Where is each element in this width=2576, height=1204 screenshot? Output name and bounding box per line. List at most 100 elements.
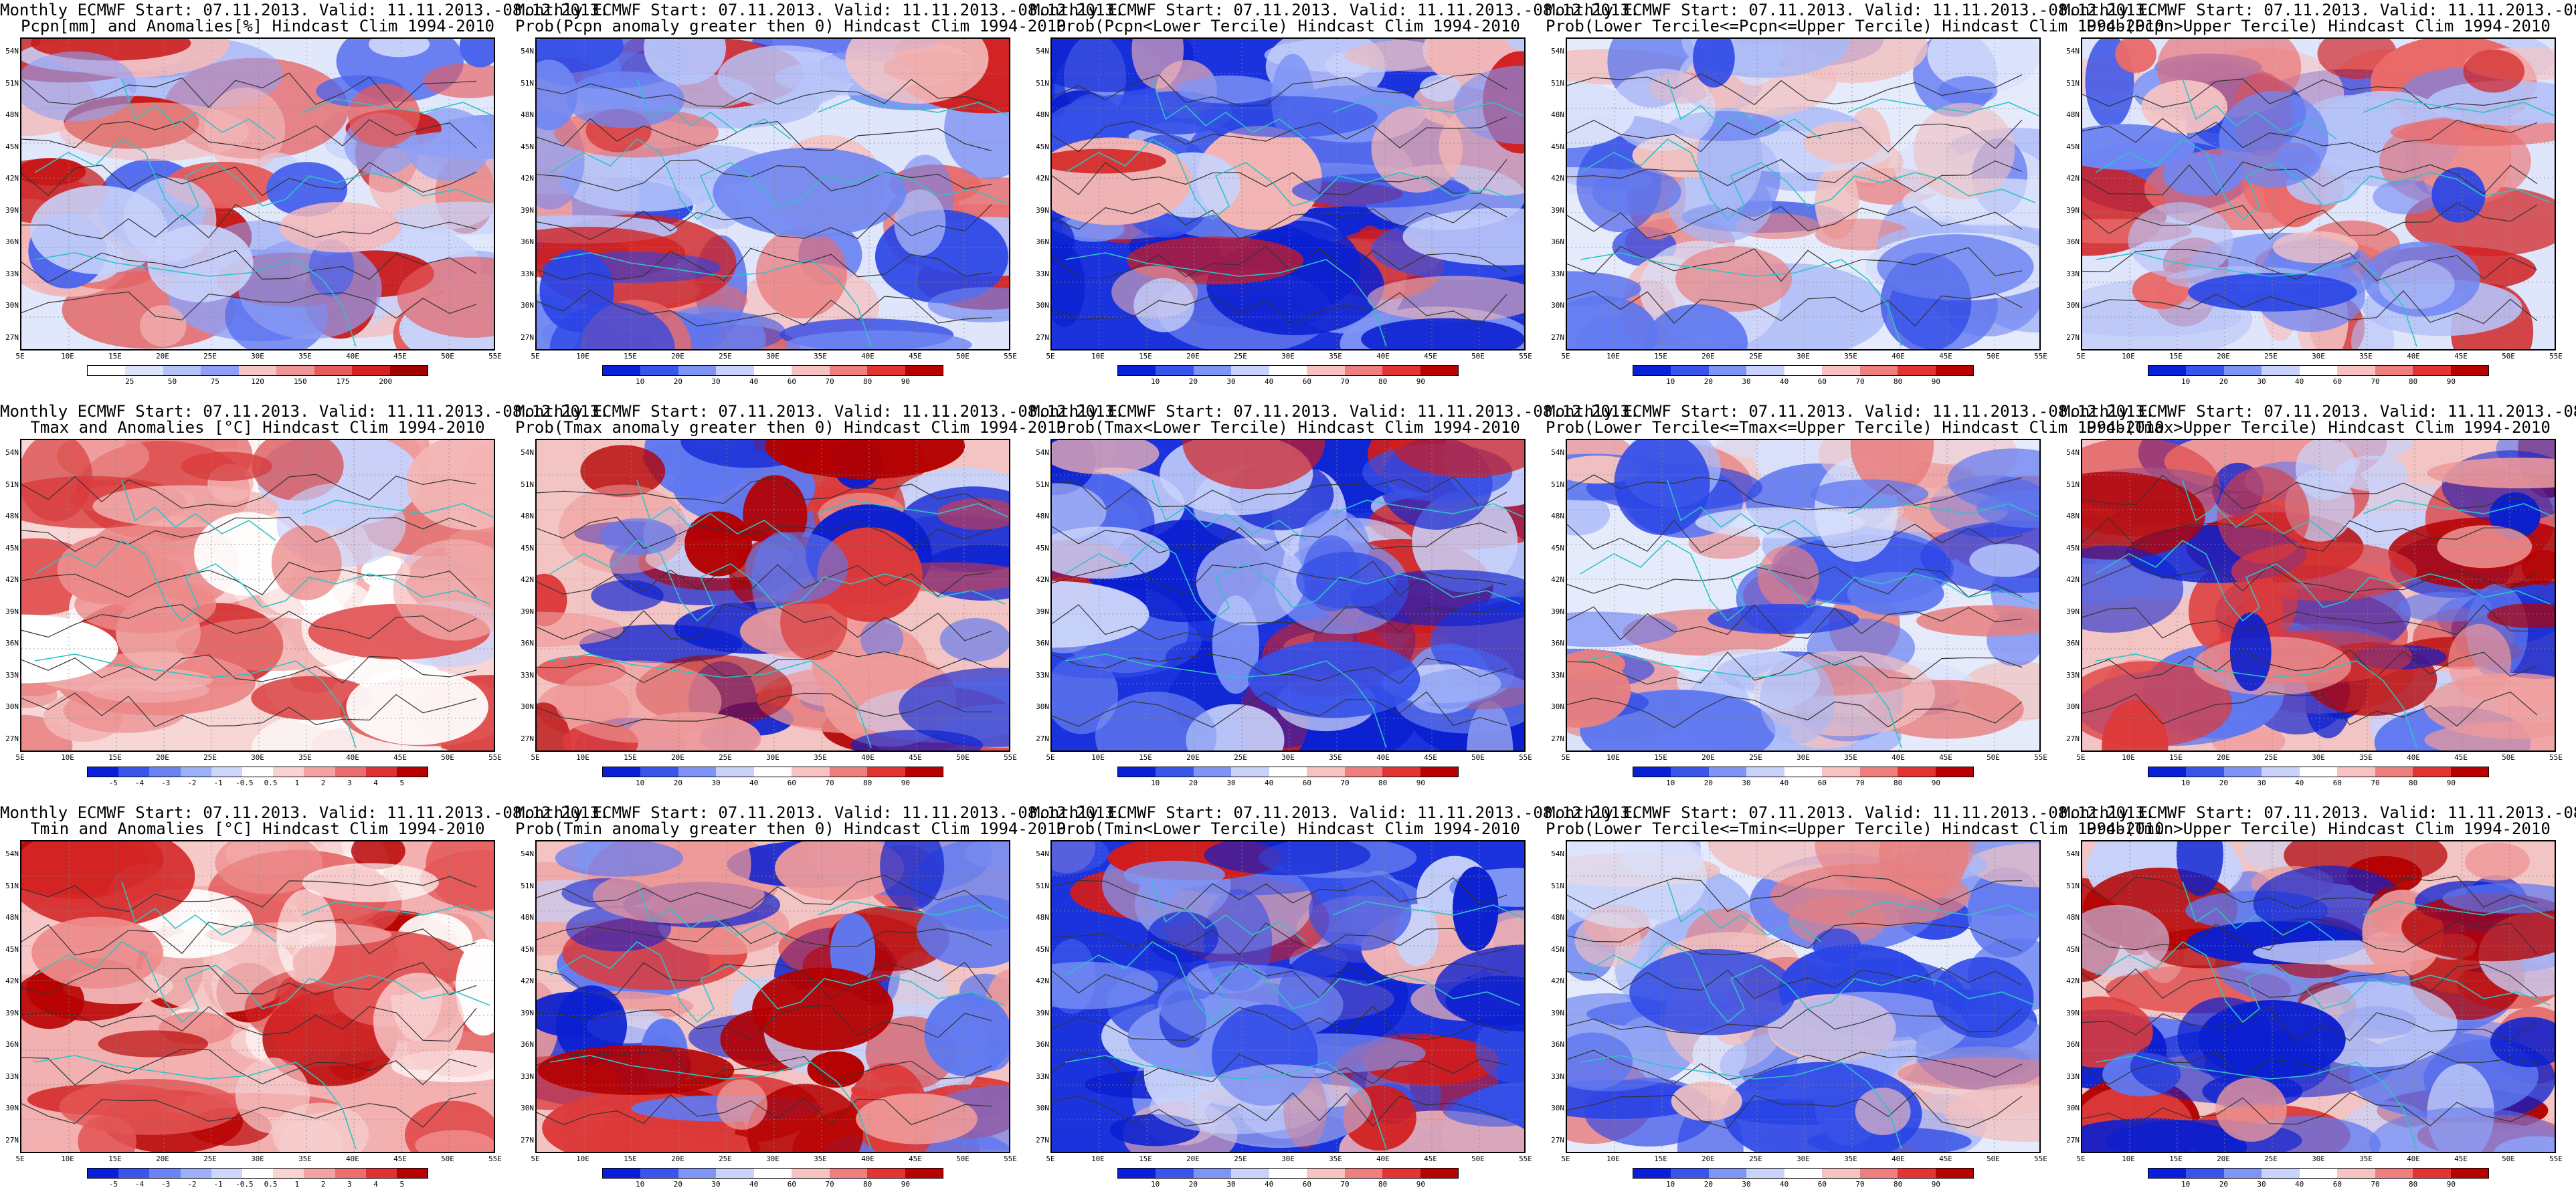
field-blob (755, 228, 847, 319)
lon-tick-label: 35E (1844, 1155, 1857, 1163)
field-blob (2448, 623, 2512, 700)
contour-line (1052, 1092, 1507, 1127)
panel-title-line1: Monthly ECMWF Start: 07.11.2013. Valid: … (0, 1, 610, 19)
field-blob (1394, 668, 1524, 734)
field-blob (644, 39, 727, 85)
contour-line (537, 564, 992, 597)
colorbar-segment (276, 366, 314, 375)
colorbar-tick-label: 20 (673, 1180, 682, 1189)
contour-line (1052, 962, 1507, 999)
contour-line (1567, 73, 2023, 106)
colorbar-segment (2413, 1169, 2451, 1178)
forecast-map (20, 439, 495, 752)
colorbar-tick-label: 30 (711, 377, 721, 386)
colorbar-segment (365, 767, 397, 777)
colorbar-tick-label: 40 (1265, 779, 1274, 787)
colorbar-tick-label: 70 (825, 1180, 834, 1189)
colorbar-tick-label: 80 (1894, 1180, 1903, 1189)
forecast-map (20, 37, 495, 350)
lat-tick-label: 27N (521, 333, 534, 342)
colorbar-segment (716, 1169, 754, 1178)
lon-tick-label: 50E (2502, 352, 2515, 361)
lat-tick-label: 27N (2066, 1136, 2080, 1144)
forecast-map (2081, 840, 2556, 1153)
lon-tick-label: 30E (251, 352, 264, 361)
field-blob (775, 841, 905, 901)
lon-tick-label: 55E (1519, 753, 1532, 762)
lat-tick-label: 30N (521, 301, 534, 310)
lat-tick-label: 30N (521, 702, 534, 712)
lat-tick-label: 45N (1036, 543, 1049, 553)
field-blob (1131, 39, 1184, 89)
lat-tick-label: 36N (5, 1040, 19, 1049)
lon-tick-label: 35E (1329, 352, 1342, 361)
lat-tick-label: 33N (1036, 670, 1049, 680)
colorbar (87, 767, 428, 777)
contour-line (537, 159, 992, 192)
lat-tick-label: 39N (5, 1008, 19, 1017)
coastline (2095, 881, 2555, 1150)
lon-tick-label: 40E (346, 1155, 359, 1163)
field-blob (752, 967, 894, 1051)
lat-tick-label: 42N (5, 174, 19, 183)
lon-tick-label: 55E (2549, 352, 2563, 361)
field-blob (2490, 1017, 2555, 1068)
lon-tick-label: 40E (1376, 1155, 1390, 1163)
lon-tick-label: 30E (1281, 753, 1295, 762)
lat-tick-label: 48N (521, 110, 534, 120)
contour-line (537, 1049, 992, 1085)
field-blob (845, 39, 989, 104)
lat-tick-label: 45N (5, 944, 19, 954)
contour-line (1052, 561, 1507, 597)
field-blob (346, 668, 488, 745)
colorbar-tick-label: 70 (1340, 1180, 1350, 1189)
lat-tick-label: 45N (1036, 142, 1049, 151)
colorbar (87, 365, 428, 376)
panel-title-line2: Prob(Tmin<Lower Tercile) Hindcast Clim 1… (1056, 819, 1520, 838)
contour-line (1567, 119, 2023, 153)
field-blob (459, 39, 494, 68)
field-blob (1629, 948, 1797, 1035)
contour-line (1567, 922, 2023, 956)
forecast-map (535, 439, 1010, 752)
colorbar-segment (2375, 1169, 2413, 1178)
colorbar-segment (211, 767, 242, 777)
colorbar-segment (829, 767, 868, 777)
contour-line (2082, 517, 2538, 552)
lon-tick-label: 35E (1844, 352, 1857, 361)
colorbar-tick-label: -1 (213, 779, 223, 787)
colorbar-tick-label: 30 (1742, 1180, 1751, 1189)
colorbar-segment (1822, 366, 1860, 375)
contour-line (1052, 1005, 1507, 1041)
colorbar-tick-label: 80 (1894, 779, 1903, 787)
lat-tick-label: 30N (1036, 702, 1049, 712)
contour-line (1567, 967, 2023, 999)
lon-tick-label: 55E (1004, 1155, 1017, 1163)
colorbar-segment (2337, 1169, 2375, 1178)
colorbar-tick-label: 30 (2257, 1180, 2266, 1189)
lon-tick-label: 30E (2312, 1155, 2325, 1163)
colorbar-segment (829, 366, 868, 375)
panel-title-line1: Monthly ECMWF Start: 07.11.2013. Valid: … (1030, 402, 1640, 421)
colorbar-tick-label: 30 (1226, 377, 1236, 386)
colorbar-segment (389, 366, 428, 375)
lat-tick-label: 36N (1551, 639, 1564, 648)
colorbar-tick-label: 50 (167, 377, 177, 386)
colorbar-segment (1118, 1169, 1156, 1178)
lon-tick-label: 20E (1701, 1155, 1715, 1163)
colorbar-segment (125, 366, 163, 375)
colorbar-segment (792, 1169, 830, 1178)
colorbar-tick-label: 30 (711, 1180, 721, 1189)
lat-tick-label: 51N (1551, 78, 1564, 88)
colorbar-tick-label: 2 (320, 779, 326, 787)
contour-line (537, 247, 992, 282)
lat-tick-label: 51N (1551, 881, 1564, 890)
lat-tick-label: 36N (2066, 1040, 2080, 1049)
lon-tick-label: 35E (1329, 753, 1342, 762)
field-blob (2128, 202, 2233, 279)
colorbar-segment (716, 366, 754, 375)
colorbar-segment (201, 366, 239, 375)
colorbar-tick-label: 60 (1302, 1180, 1311, 1189)
lat-tick-label: 33N (1551, 1072, 1564, 1081)
field-blob (1855, 1088, 1911, 1136)
